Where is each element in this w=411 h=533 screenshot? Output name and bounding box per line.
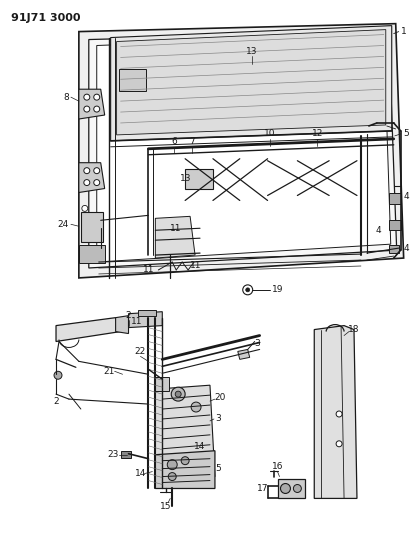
Circle shape (94, 94, 100, 100)
Polygon shape (89, 31, 397, 268)
Text: 24: 24 (58, 220, 69, 229)
Circle shape (191, 402, 201, 412)
Text: 8: 8 (63, 93, 69, 102)
Text: 11: 11 (143, 265, 154, 274)
Text: 3: 3 (255, 339, 261, 348)
Circle shape (168, 473, 176, 481)
Text: 23: 23 (107, 450, 118, 459)
Text: 15: 15 (159, 502, 171, 511)
Polygon shape (155, 385, 215, 479)
Text: 12: 12 (312, 130, 323, 139)
Polygon shape (155, 451, 215, 488)
Polygon shape (79, 89, 105, 119)
Bar (389, 192, 401, 205)
Text: 2: 2 (126, 311, 132, 320)
Text: 11: 11 (169, 224, 181, 233)
Text: 10: 10 (264, 130, 275, 139)
Text: 1: 1 (401, 27, 406, 36)
Circle shape (280, 483, 291, 494)
Polygon shape (79, 23, 404, 278)
Bar (389, 245, 399, 253)
Text: 3: 3 (215, 415, 221, 423)
Text: 2: 2 (53, 397, 59, 406)
Circle shape (54, 372, 62, 379)
Text: 4: 4 (404, 244, 409, 253)
Text: 22: 22 (135, 347, 146, 356)
Circle shape (84, 168, 90, 174)
Circle shape (84, 94, 90, 100)
Text: 17: 17 (257, 484, 268, 493)
Circle shape (171, 387, 185, 401)
Polygon shape (129, 312, 162, 328)
Circle shape (336, 441, 342, 447)
Text: 13: 13 (180, 174, 192, 183)
Polygon shape (56, 318, 120, 342)
Circle shape (293, 484, 301, 492)
Circle shape (336, 411, 342, 417)
Polygon shape (155, 216, 195, 258)
Text: 91J71 3000: 91J71 3000 (12, 13, 81, 23)
Circle shape (243, 285, 253, 295)
Circle shape (246, 288, 250, 292)
Text: 20: 20 (214, 393, 226, 401)
Circle shape (84, 180, 90, 185)
Circle shape (84, 106, 90, 112)
Text: 18: 18 (348, 325, 360, 334)
Circle shape (82, 205, 88, 212)
Text: 14: 14 (194, 442, 206, 451)
Bar (119, 69, 146, 91)
Circle shape (181, 457, 189, 465)
Bar (120, 451, 131, 458)
Text: 4: 4 (376, 226, 382, 235)
Polygon shape (97, 35, 391, 262)
Text: 14: 14 (135, 469, 146, 478)
Circle shape (94, 106, 100, 112)
Text: 11: 11 (190, 261, 202, 270)
Bar (139, 310, 156, 316)
Text: 13: 13 (246, 47, 257, 56)
Polygon shape (79, 163, 105, 192)
Circle shape (175, 391, 181, 397)
Polygon shape (314, 326, 357, 498)
Polygon shape (111, 26, 392, 141)
Text: 19: 19 (272, 285, 283, 294)
Bar (185, 168, 213, 189)
Bar (79, 245, 105, 263)
Text: 21: 21 (103, 367, 114, 376)
Polygon shape (117, 30, 386, 135)
Bar (389, 220, 401, 230)
Text: 5: 5 (215, 464, 221, 473)
Polygon shape (115, 316, 129, 334)
Circle shape (94, 168, 100, 174)
Text: 4: 4 (404, 192, 409, 201)
Bar (81, 212, 103, 242)
Polygon shape (238, 350, 250, 359)
Circle shape (167, 459, 177, 470)
Text: 16: 16 (272, 462, 283, 471)
Text: 11: 11 (131, 317, 142, 326)
Text: 5: 5 (404, 130, 409, 139)
Circle shape (94, 180, 100, 185)
Bar (277, 479, 305, 498)
Text: 7: 7 (189, 138, 195, 147)
Bar (155, 377, 169, 391)
Text: 6: 6 (171, 138, 177, 147)
